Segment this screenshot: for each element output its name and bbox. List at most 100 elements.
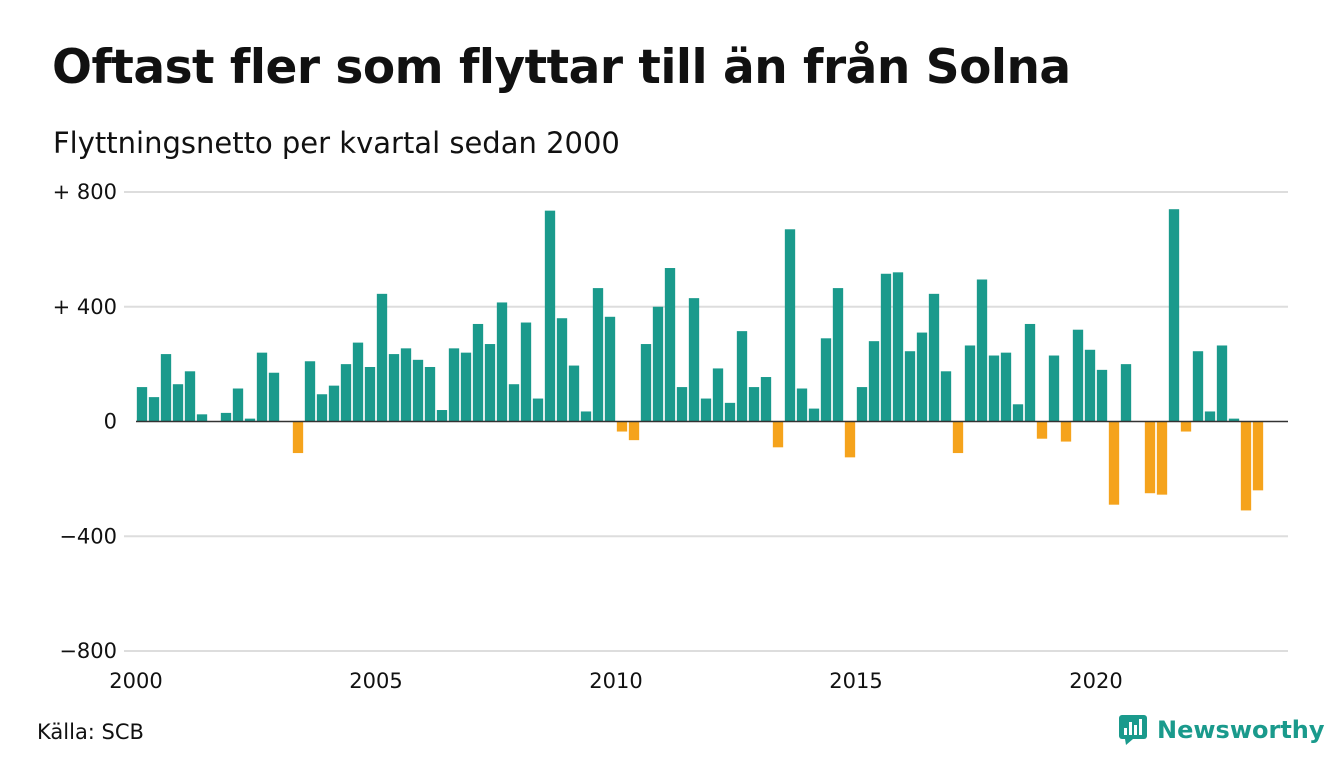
bar [748, 387, 760, 422]
bar [1000, 352, 1012, 422]
bar [316, 394, 328, 422]
bar [256, 352, 268, 422]
bar [1252, 421, 1264, 491]
bar [568, 365, 580, 422]
bar [904, 351, 916, 422]
bar [556, 318, 568, 422]
bar [736, 331, 748, 422]
bar [232, 388, 244, 422]
bar [448, 348, 460, 422]
bar [844, 421, 856, 458]
chart-subtitle: Flyttningsnetto per kvartal sedan 2000 [53, 126, 620, 160]
bar [424, 366, 436, 422]
bar [460, 352, 472, 422]
y-tick-label: + 400 [53, 295, 117, 319]
chart-bubble-icon [1119, 715, 1147, 745]
bar [160, 354, 172, 422]
bar [1228, 418, 1240, 422]
bar [1048, 355, 1060, 422]
bar [352, 342, 364, 422]
bar [1096, 369, 1108, 422]
bar [1024, 323, 1036, 422]
bar [412, 359, 424, 422]
y-tick-label: 0 [104, 410, 117, 434]
bar [292, 421, 304, 454]
bar [484, 344, 496, 422]
axes: + 800 + 400 0 −400 −800 2000 2005 2010 2015 2020 [53, 180, 1288, 693]
y-tick-label: −800 [59, 639, 117, 663]
bar [820, 338, 832, 422]
brand-logo: Newsworthy [1118, 714, 1325, 746]
bar [868, 341, 880, 422]
bar [724, 402, 736, 422]
bar [1108, 421, 1120, 505]
bar [592, 288, 604, 422]
bar [304, 361, 316, 422]
x-tick-label: 2015 [829, 669, 882, 693]
bar [700, 398, 712, 422]
bar [940, 371, 952, 422]
bar [652, 306, 664, 422]
bar [148, 397, 160, 422]
bar [1084, 349, 1096, 422]
bar [604, 316, 616, 422]
y-tick-label: + 800 [53, 180, 117, 204]
bar [1072, 329, 1084, 422]
bar [328, 385, 340, 422]
x-tick-label: 2000 [109, 669, 162, 693]
bar [808, 408, 820, 422]
bar [1060, 421, 1072, 442]
bar [892, 272, 904, 422]
bar [172, 384, 184, 422]
bar [220, 412, 232, 422]
bar [916, 332, 928, 422]
bar [520, 322, 532, 422]
bar [784, 229, 796, 422]
bar [952, 421, 964, 454]
bar [196, 414, 208, 422]
bar [1216, 345, 1228, 422]
bar [988, 355, 1000, 422]
bar [1168, 209, 1180, 422]
bar [508, 384, 520, 422]
bar [1144, 421, 1156, 494]
bars [136, 209, 1264, 511]
bar [532, 398, 544, 422]
bar [136, 387, 148, 422]
bar [496, 302, 508, 422]
bar [472, 323, 484, 422]
bar [832, 288, 844, 422]
brand-name: Newsworthy [1157, 716, 1325, 744]
bar [964, 345, 976, 422]
bar [400, 348, 412, 422]
bar [436, 410, 448, 422]
x-tick-label: 2005 [349, 669, 402, 693]
bar [688, 298, 700, 422]
bar [760, 377, 772, 422]
bar [1180, 421, 1192, 432]
source-note: Källa: SCB [37, 720, 144, 744]
bar [1120, 364, 1132, 422]
bar [712, 368, 724, 422]
bar [1012, 404, 1024, 422]
bar [388, 354, 400, 422]
bar [856, 387, 868, 422]
bar [664, 268, 676, 422]
bar [796, 388, 808, 422]
bar [616, 421, 628, 432]
x-tick-label: 2010 [589, 669, 642, 693]
bar [1240, 421, 1252, 511]
bar [268, 372, 280, 422]
chart-title: Oftast fler som flyttar till än från Sol… [52, 40, 1071, 95]
grid-lines [124, 191, 1288, 652]
bar [244, 418, 256, 422]
bar [976, 279, 988, 422]
bar [364, 366, 376, 422]
x-tick-label: 2020 [1069, 669, 1122, 693]
bar [880, 273, 892, 422]
bar [628, 421, 640, 441]
bar [376, 293, 388, 422]
bar [544, 210, 556, 422]
bar [640, 344, 652, 422]
